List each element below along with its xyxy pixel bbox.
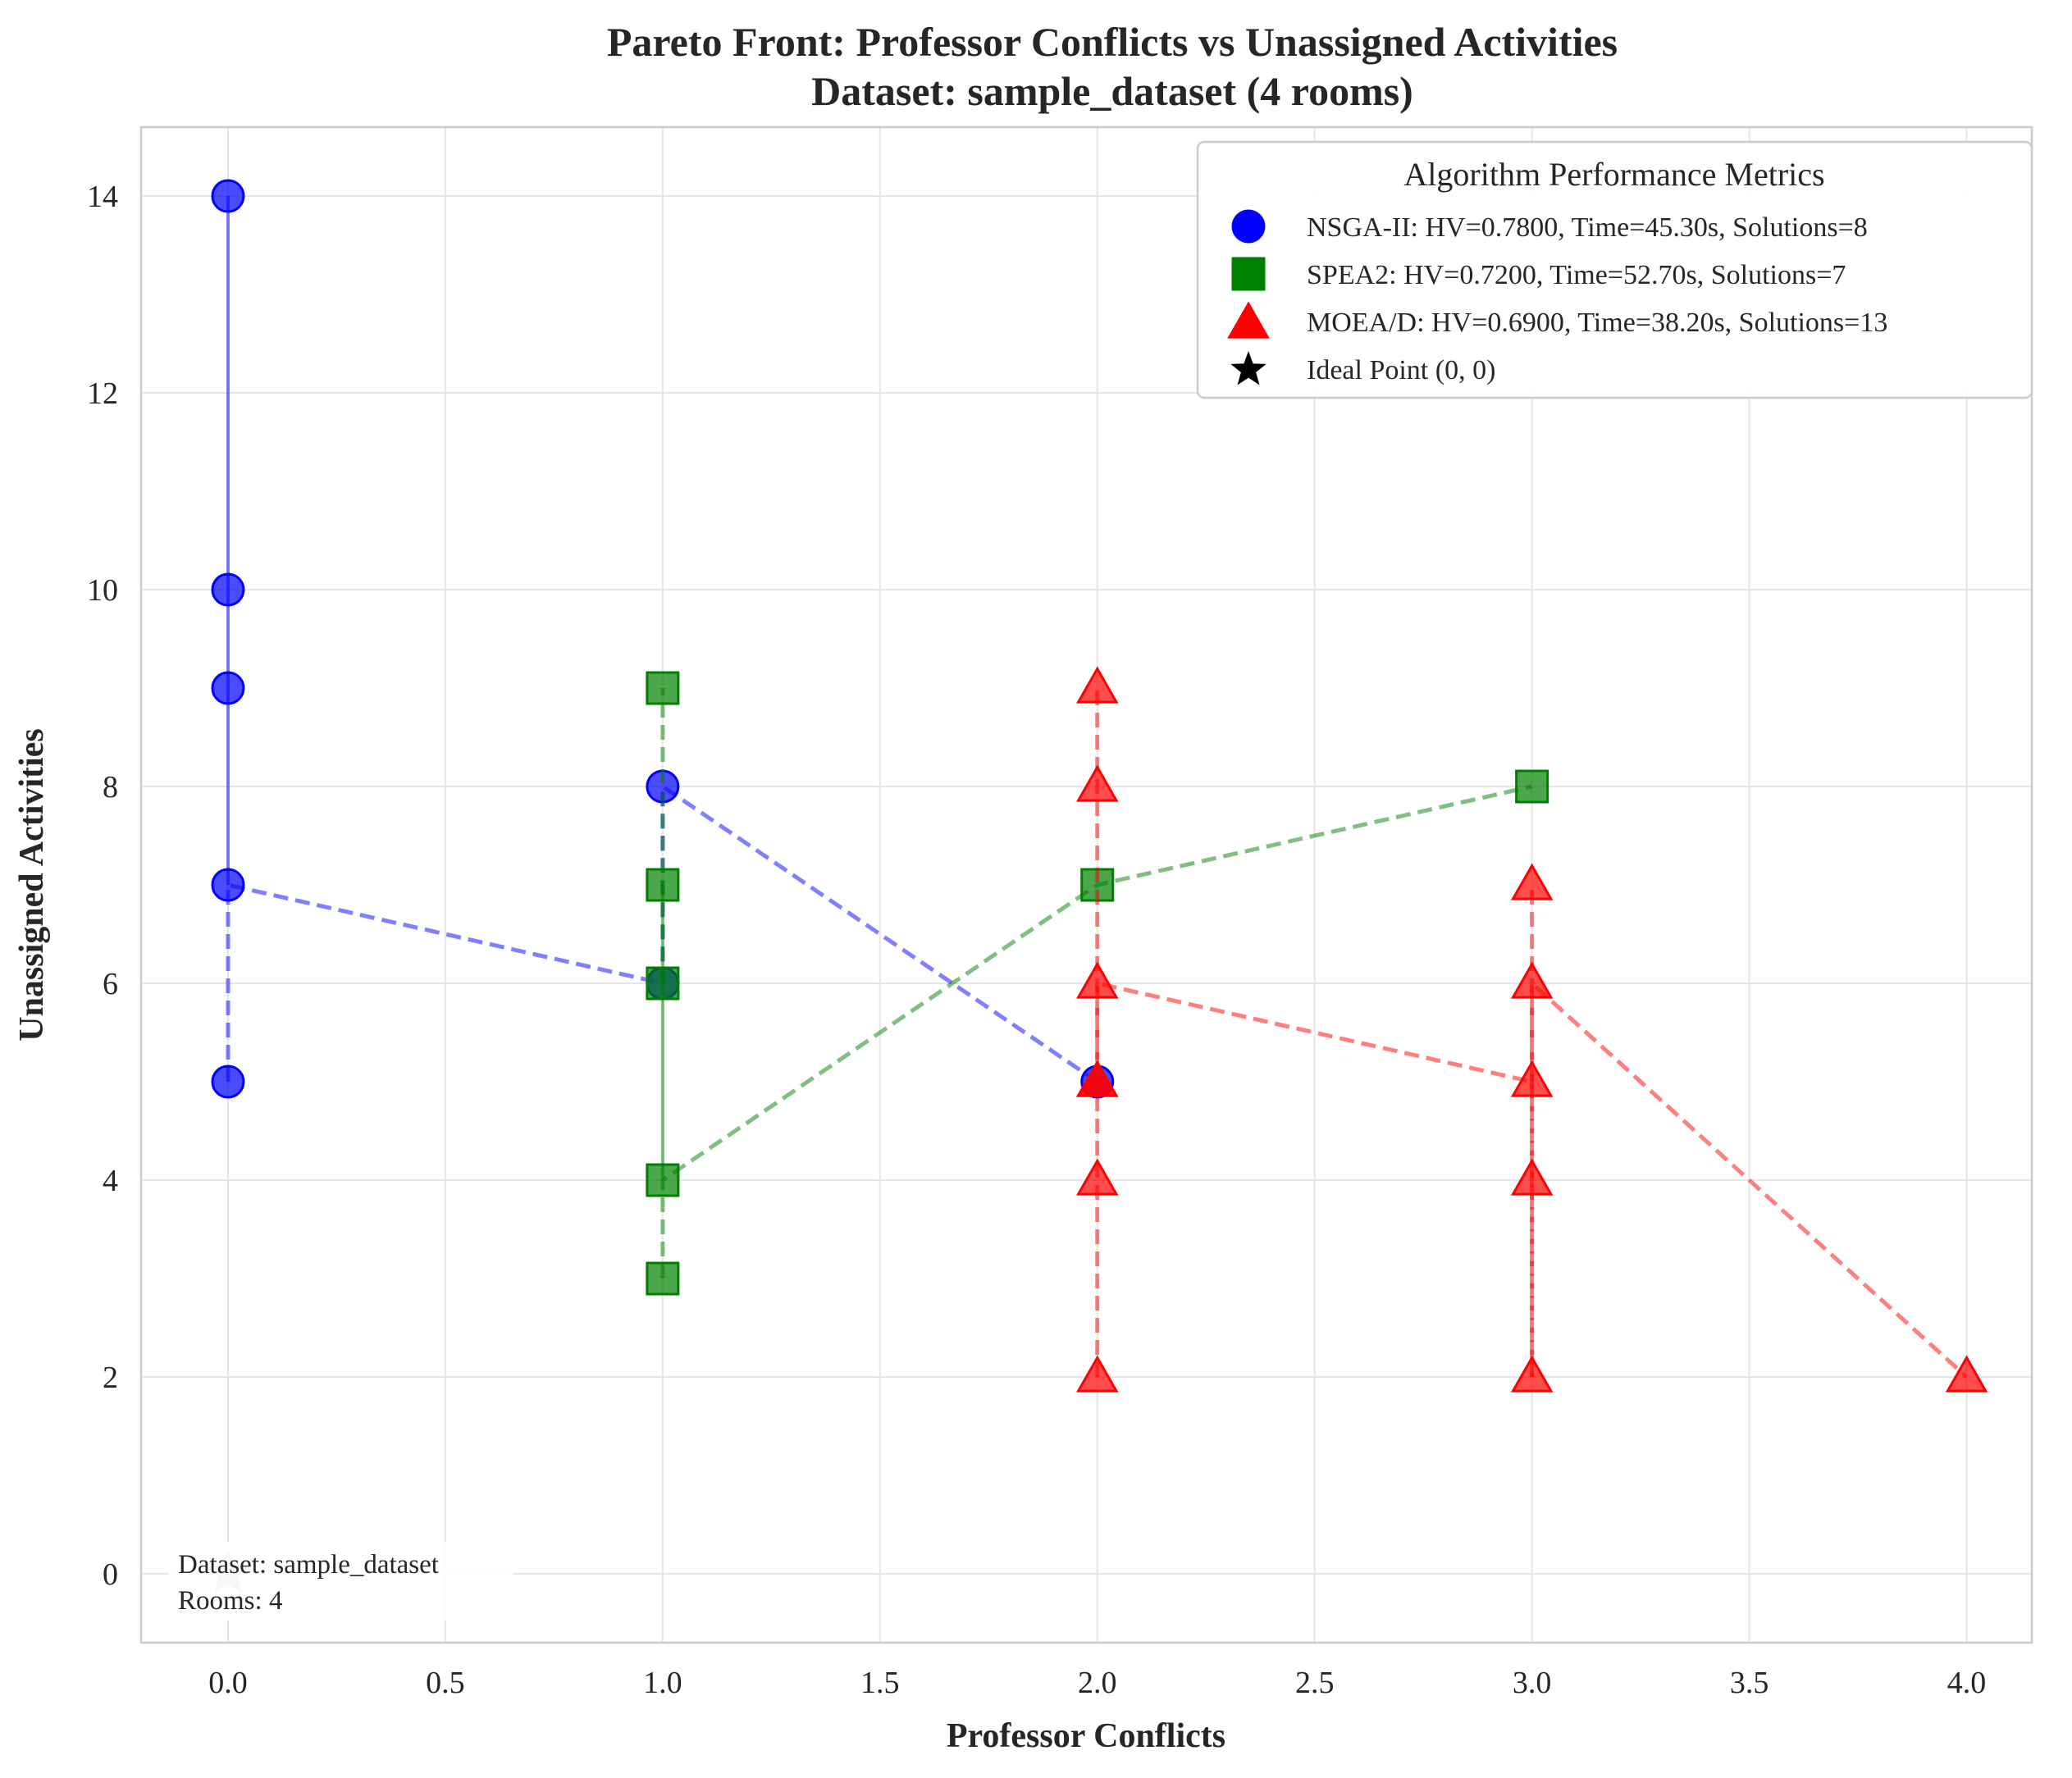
data-point: [1510, 961, 1554, 999]
legend-marker-square: [1231, 257, 1266, 291]
y-tick-label: 8: [103, 770, 118, 805]
annotation-line-rooms: Rooms: 4: [178, 1586, 282, 1616]
y-tick-labels: 0 2 4 6 8 10 12 14: [87, 180, 118, 1592]
data-point: [1075, 1060, 1119, 1097]
x-tick-label: 4.0: [1947, 1666, 1987, 1700]
annotation-line-dataset: Dataset: sample_dataset: [178, 1550, 439, 1580]
x-tick-label: 0.5: [426, 1666, 465, 1700]
y-tick-label: 14: [87, 180, 118, 214]
data-point: [646, 1163, 680, 1197]
pareto-front-line: [660, 784, 1533, 1279]
chart-title: Pareto Front: Professor Conflicts vs Una…: [607, 19, 1618, 114]
data-point: [1075, 961, 1119, 999]
data-point: [1075, 1355, 1119, 1393]
legend-marker-circle: [1231, 209, 1266, 244]
x-tick-label: 2.0: [1078, 1666, 1117, 1700]
legend-box: [1196, 140, 2033, 399]
legend-entry-moead: MOEA/D: HV=0.6900, Time=38.20s, Solution…: [1307, 308, 1887, 338]
data-point: [646, 966, 680, 1001]
data-point: [646, 1261, 680, 1296]
chart-title-line-2: Dataset: sample_dataset (4 rooms): [811, 68, 1413, 114]
data-point: [211, 1065, 245, 1099]
y-tick-label: 6: [103, 967, 118, 1001]
y-tick-label: 10: [87, 573, 118, 608]
legend-markers: [1227, 209, 1270, 385]
data-point: [1075, 1158, 1119, 1196]
annotation-box: [168, 1542, 513, 1621]
legend-title: Algorithm Performance Metrics: [1403, 156, 1824, 193]
legend: Algorithm Performance Metrics NSGA-II: H…: [1196, 140, 2033, 399]
x-tick-labels: 0.0 0.5 1.0 1.5 2.0 2.5 3.0 3.5 4.0: [208, 1666, 1986, 1700]
y-tick-label: 4: [103, 1164, 118, 1198]
legend-entry-spea2: SPEA2: HV=0.7200, Time=52.70s, Solutions…: [1307, 260, 1846, 290]
x-tick-label: 1.5: [860, 1666, 900, 1700]
data-point: [1510, 1355, 1554, 1393]
legend-entry-nsga2: NSGA-II: HV=0.7800, Time=45.30s, Solutio…: [1307, 212, 1868, 243]
data-point: [646, 671, 680, 705]
chart-title-line-1: Pareto Front: Professor Conflicts vs Una…: [607, 19, 1618, 65]
data-point: [1510, 863, 1554, 900]
series-spea2: [646, 671, 1549, 1296]
x-tick-label: 3.5: [1730, 1666, 1769, 1700]
x-axis-label: Professor Conflicts: [947, 1717, 1225, 1755]
data-point: [1075, 764, 1119, 802]
y-axis-label: Unassigned Activities: [13, 728, 51, 1042]
data-point: [1075, 666, 1119, 704]
data-point: [211, 179, 245, 213]
x-tick-label: 3.0: [1513, 1666, 1552, 1700]
dataset-annotation: Dataset: sample_dataset Rooms: 4: [168, 1542, 513, 1621]
data-point: [211, 868, 245, 902]
x-tick-label: 2.5: [1295, 1666, 1335, 1700]
x-tick-label: 1.0: [643, 1666, 682, 1700]
data-point: [211, 572, 245, 607]
series-moea-d: [1075, 666, 1988, 1393]
legend-entry-ideal-point: Ideal Point (0, 0): [1307, 355, 1495, 385]
data-point: [1945, 1355, 1988, 1393]
y-tick-label: 12: [87, 376, 118, 411]
data-series: [205, 179, 1988, 1593]
data-point: [1510, 1158, 1554, 1196]
data-point: [646, 868, 680, 902]
y-tick-label: 0: [103, 1557, 118, 1592]
data-point: [1515, 769, 1549, 804]
plot-area: [139, 125, 2033, 1644]
y-tick-label: 2: [103, 1361, 118, 1395]
legend-marker-triangle: [1227, 301, 1270, 339]
legend-marker-star: [1230, 351, 1266, 385]
data-point: [211, 671, 245, 705]
data-point: [1510, 1060, 1554, 1097]
x-tick-label: 0.0: [208, 1666, 248, 1700]
